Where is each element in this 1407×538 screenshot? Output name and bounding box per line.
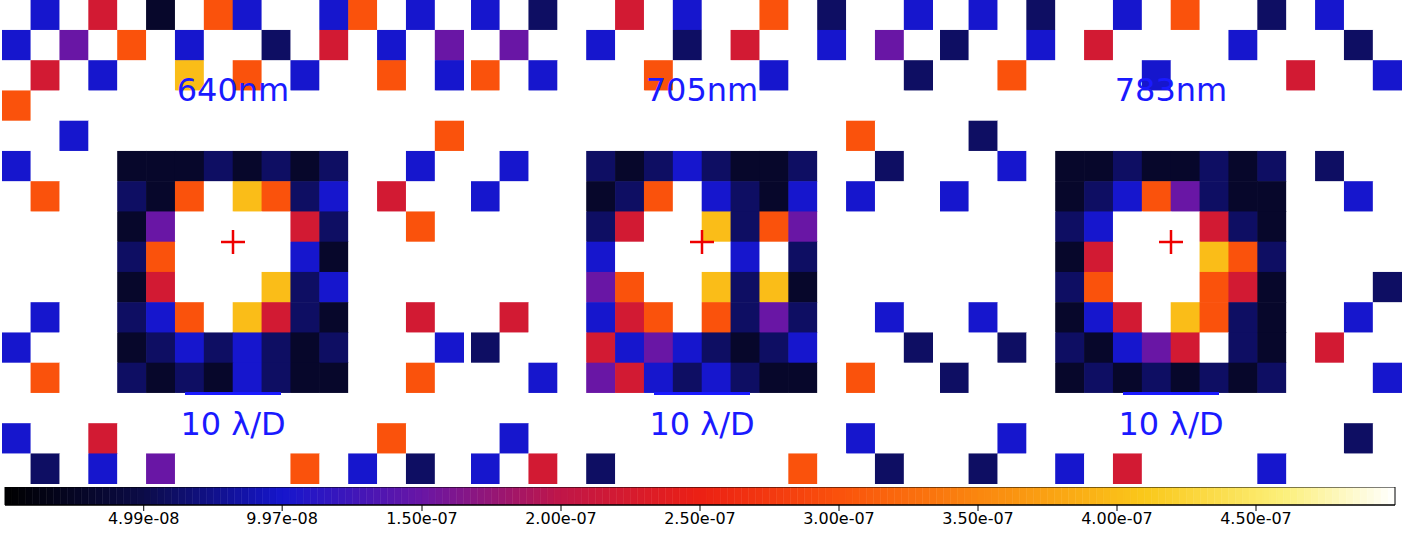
svg-text:1.50e-07: 1.50e-07 — [386, 509, 458, 528]
svg-text:2.50e-07: 2.50e-07 — [664, 509, 736, 528]
svg-text:4.00e-07: 4.00e-07 — [1081, 509, 1153, 528]
html-text:10 λ/D: 10 λ/D — [1118, 405, 1224, 443]
html-text:10 λ/D: 10 λ/D — [649, 405, 755, 443]
svg-text:2.00e-07: 2.00e-07 — [525, 509, 597, 528]
html-text:783nm: 783nm — [1114, 71, 1228, 109]
svg-text:3.00e-07: 3.00e-07 — [803, 509, 875, 528]
svg-text:9.97e-08: 9.97e-08 — [246, 509, 318, 528]
html-text:640nm: 640nm — [176, 71, 290, 109]
html-text:705nm: 705nm — [645, 71, 759, 109]
html-text:10 λ/D: 10 λ/D — [180, 405, 286, 443]
svg-text:3.50e-07: 3.50e-07 — [942, 509, 1014, 528]
svg-text:4.50e-07: 4.50e-07 — [1220, 509, 1292, 528]
svg-text:4.99e-08: 4.99e-08 — [108, 509, 180, 528]
